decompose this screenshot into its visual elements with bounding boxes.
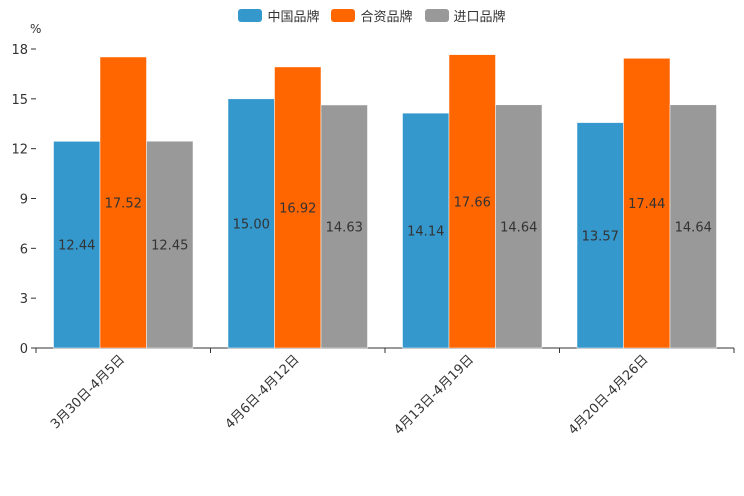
x-tick-label: 3月30日-4月5日 xyxy=(48,352,128,432)
y-tick-label: 9 xyxy=(20,193,28,208)
bar xyxy=(227,98,275,349)
y-tick-label: 15 xyxy=(11,93,28,108)
x-tick-label: 4月20日-4月26日 xyxy=(566,352,652,438)
bar xyxy=(53,141,101,349)
chart-legend: 中国品牌 合资品牌 进口品牌 xyxy=(0,6,744,25)
bar xyxy=(99,56,147,349)
legend-item-china-brand[interactable]: 中国品牌 xyxy=(238,6,319,25)
bar xyxy=(274,66,322,349)
legend-swatch-china-brand xyxy=(238,9,263,22)
legend-item-joint-venture-brand[interactable]: 合资品牌 xyxy=(331,6,413,25)
x-tick-label: 4月13日-4月19日 xyxy=(391,352,477,438)
y-tick-label: 6 xyxy=(20,242,28,257)
bar-value-label: 15.00 xyxy=(233,217,270,232)
bar-value-label: 13.57 xyxy=(582,229,619,244)
bar xyxy=(669,104,717,349)
bar xyxy=(448,54,496,349)
y-axis-unit-label: % xyxy=(30,22,42,36)
bar-value-label: 12.45 xyxy=(151,239,188,254)
bar-value-label: 17.66 xyxy=(454,195,491,210)
bar-value-label: 14.63 xyxy=(326,220,363,235)
bar xyxy=(320,104,368,349)
bar-value-label: 14.64 xyxy=(675,220,712,235)
y-tick-label: 0 xyxy=(20,342,28,357)
bar-value-label: 17.44 xyxy=(628,197,665,212)
bar-value-label: 17.52 xyxy=(105,196,142,211)
legend-item-import-brand[interactable]: 进口品牌 xyxy=(424,6,506,25)
bar-value-label: 14.64 xyxy=(500,220,537,235)
legend-label-import-brand: 进口品牌 xyxy=(453,10,506,25)
bar xyxy=(495,104,543,349)
bar xyxy=(576,122,624,349)
legend-swatch-joint-venture-brand xyxy=(331,9,356,22)
legend-label-china-brand: 中国品牌 xyxy=(267,10,320,25)
x-tick-label: 4月6日-4月12日 xyxy=(223,352,303,432)
bar-value-label: 14.14 xyxy=(407,225,444,240)
legend-label-joint-venture-brand: 合资品牌 xyxy=(360,10,413,25)
y-tick-label: 12 xyxy=(11,143,28,158)
bar xyxy=(402,112,450,349)
bar-value-label: 16.92 xyxy=(279,201,316,216)
legend-swatch-import-brand xyxy=(424,9,449,22)
y-tick-label: 18 xyxy=(11,43,28,58)
bar xyxy=(146,140,194,349)
bar-value-label: 12.44 xyxy=(58,239,95,254)
y-tick-label: 3 xyxy=(20,292,28,307)
